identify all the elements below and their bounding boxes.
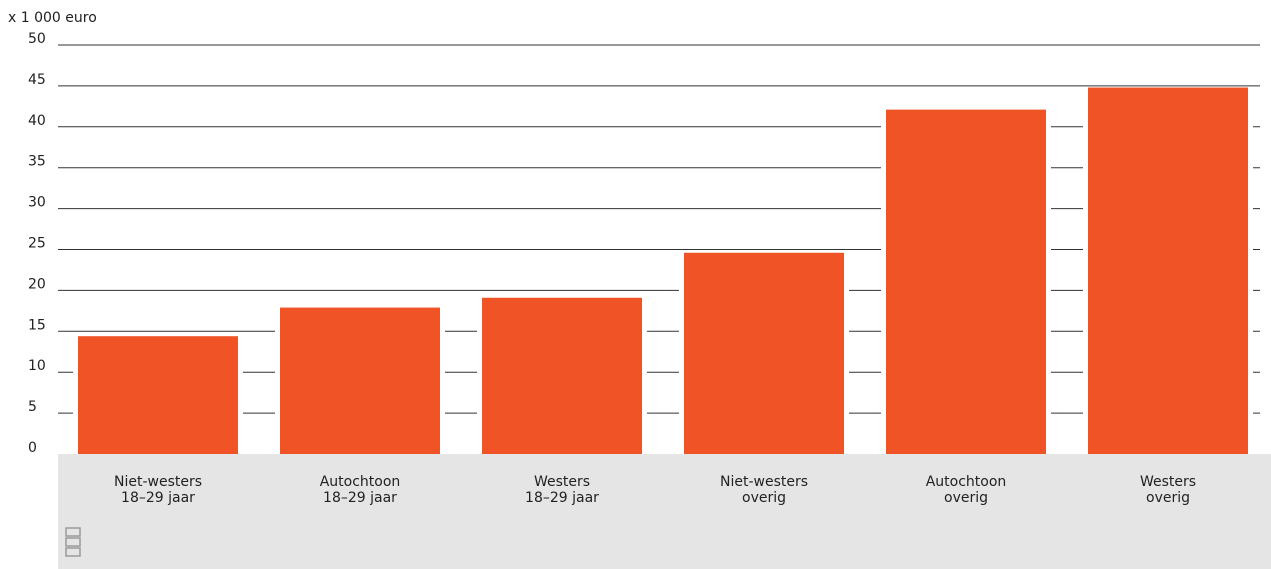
x-tick-label: Niet-westers overig	[720, 474, 808, 506]
bar	[78, 336, 238, 454]
y-tick-label: 40	[28, 113, 46, 129]
x-tick-label-line: 18–29 jaar	[323, 490, 397, 506]
x-tick-label-line: Westers	[1140, 474, 1196, 490]
category-panel	[58, 454, 1271, 569]
y-tick-label: 30	[28, 195, 46, 211]
x-tick-label: Autochtoon overig	[926, 474, 1007, 506]
y-tick-label: 10	[28, 358, 46, 374]
y-tick-label: 0	[28, 440, 37, 456]
x-tick-label: Autochtoon 18–29 jaar	[320, 474, 401, 506]
y-axis-label: x 1 000 euro	[8, 10, 97, 26]
y-tick-label: 5	[28, 399, 37, 415]
x-tick-label-line: Niet-westers	[114, 474, 202, 490]
x-tick-label: Westers overig	[1140, 474, 1196, 506]
x-tick-label: Westers 18–29 jaar	[525, 474, 599, 506]
bar	[684, 252, 844, 454]
x-tick-label-line: 18–29 jaar	[525, 490, 599, 506]
bar	[280, 307, 440, 454]
x-tick-label-line: Autochtoon	[926, 474, 1007, 490]
x-tick-label-line: Niet-westers	[720, 474, 808, 490]
x-tick-label-line: overig	[1146, 490, 1190, 506]
cbs-logo	[65, 527, 81, 557]
x-tick-label-line: Autochtoon	[320, 474, 401, 490]
y-tick-label: 25	[28, 236, 46, 252]
y-tick-label: 15	[28, 317, 46, 333]
x-tick-label-line: Westers	[534, 474, 590, 490]
y-tick-label: 45	[28, 72, 46, 88]
y-tick-label: 20	[28, 276, 46, 292]
x-tick-label: Niet-westers 18–29 jaar	[114, 474, 202, 506]
x-tick-label-line: overig	[944, 490, 988, 506]
y-tick-label: 35	[28, 154, 46, 170]
bar	[1088, 87, 1248, 454]
x-tick-label-line: 18–29 jaar	[121, 490, 195, 506]
x-tick-label-line: overig	[742, 490, 786, 506]
bar	[886, 109, 1046, 454]
y-tick-label: 50	[28, 31, 46, 47]
bar	[482, 297, 642, 454]
